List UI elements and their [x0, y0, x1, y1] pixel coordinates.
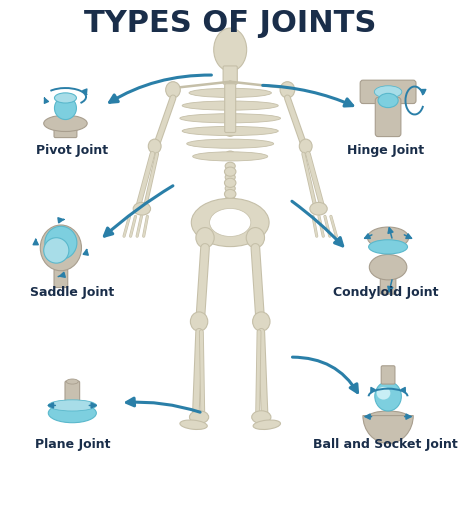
Ellipse shape: [253, 312, 270, 331]
Ellipse shape: [280, 82, 295, 98]
Ellipse shape: [196, 227, 214, 248]
Ellipse shape: [44, 238, 69, 263]
Ellipse shape: [190, 411, 209, 424]
Ellipse shape: [225, 184, 235, 192]
Ellipse shape: [367, 227, 409, 248]
Ellipse shape: [225, 167, 236, 176]
Ellipse shape: [225, 201, 236, 210]
Ellipse shape: [55, 97, 76, 120]
Ellipse shape: [55, 93, 76, 103]
Ellipse shape: [253, 420, 281, 429]
Ellipse shape: [191, 198, 269, 247]
Ellipse shape: [369, 411, 408, 422]
Ellipse shape: [180, 420, 207, 429]
Ellipse shape: [192, 152, 268, 161]
FancyBboxPatch shape: [381, 366, 395, 384]
Ellipse shape: [225, 84, 235, 91]
Ellipse shape: [189, 88, 272, 98]
FancyBboxPatch shape: [54, 120, 77, 137]
FancyBboxPatch shape: [360, 80, 416, 104]
Ellipse shape: [252, 411, 271, 424]
Ellipse shape: [48, 403, 96, 423]
FancyBboxPatch shape: [223, 66, 237, 84]
Ellipse shape: [246, 227, 264, 248]
Ellipse shape: [377, 387, 391, 400]
Ellipse shape: [225, 173, 235, 181]
FancyBboxPatch shape: [65, 381, 80, 403]
Ellipse shape: [210, 208, 251, 237]
Ellipse shape: [166, 82, 180, 98]
FancyBboxPatch shape: [225, 84, 236, 132]
Ellipse shape: [225, 162, 235, 170]
Text: TYPES OF JOINTS: TYPES OF JOINTS: [84, 9, 376, 38]
Ellipse shape: [45, 226, 77, 259]
Ellipse shape: [225, 140, 235, 148]
Ellipse shape: [299, 139, 312, 153]
Ellipse shape: [369, 240, 408, 254]
Ellipse shape: [225, 178, 236, 188]
Ellipse shape: [148, 139, 161, 153]
Ellipse shape: [378, 94, 398, 108]
Ellipse shape: [180, 114, 281, 123]
Ellipse shape: [191, 312, 208, 331]
Text: Hinge Joint: Hinge Joint: [347, 144, 424, 157]
Ellipse shape: [187, 139, 273, 148]
FancyBboxPatch shape: [54, 269, 68, 288]
Text: Pivot Joint: Pivot Joint: [36, 144, 109, 157]
Ellipse shape: [66, 379, 78, 384]
FancyBboxPatch shape: [380, 265, 396, 294]
FancyBboxPatch shape: [375, 98, 401, 136]
Text: Saddle Joint: Saddle Joint: [30, 286, 114, 299]
Ellipse shape: [369, 254, 407, 280]
Ellipse shape: [182, 126, 278, 135]
Ellipse shape: [225, 212, 236, 221]
Ellipse shape: [48, 400, 96, 411]
Ellipse shape: [225, 129, 235, 136]
Ellipse shape: [225, 118, 235, 125]
Ellipse shape: [182, 101, 278, 110]
Ellipse shape: [375, 382, 401, 411]
Ellipse shape: [374, 86, 402, 98]
Ellipse shape: [225, 151, 235, 159]
Text: Plane Joint: Plane Joint: [35, 438, 110, 451]
Ellipse shape: [225, 190, 236, 199]
Ellipse shape: [225, 106, 235, 114]
Ellipse shape: [40, 225, 82, 271]
Ellipse shape: [44, 115, 87, 131]
Text: Ball and Socket Joint: Ball and Socket Joint: [313, 438, 458, 451]
Ellipse shape: [133, 202, 151, 215]
Ellipse shape: [310, 202, 327, 215]
Ellipse shape: [225, 95, 235, 103]
Ellipse shape: [225, 207, 235, 215]
Text: Condyloid Joint: Condyloid Joint: [333, 286, 438, 299]
Wedge shape: [363, 415, 413, 444]
Ellipse shape: [225, 196, 235, 203]
Ellipse shape: [214, 28, 246, 71]
